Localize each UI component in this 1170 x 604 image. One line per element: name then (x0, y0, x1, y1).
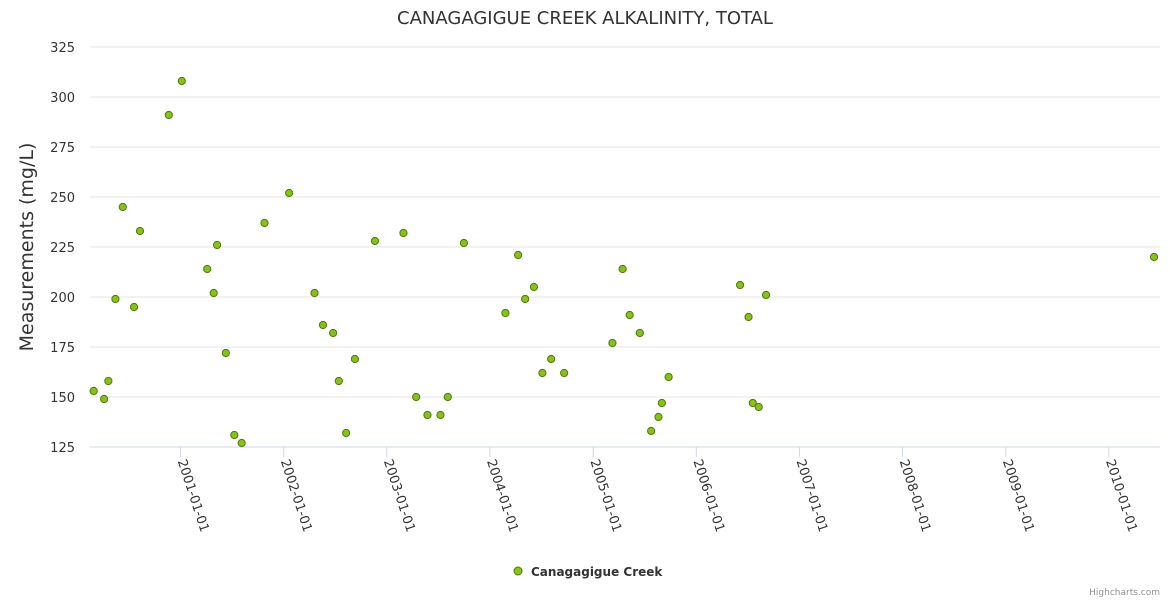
data-point[interactable] (111, 294, 120, 304)
data-point[interactable] (135, 226, 145, 236)
data-point[interactable] (501, 308, 510, 318)
data-point[interactable] (657, 398, 666, 408)
data-point[interactable] (118, 202, 127, 212)
series-points[interactable] (89, 76, 1159, 448)
data-point[interactable] (284, 188, 294, 198)
y-tick-label: 125 (50, 441, 75, 456)
x-tick-label: 2010-01-01 (1102, 458, 1140, 534)
y-axis-title: Measurements (mg/L) (16, 143, 38, 352)
data-point[interactable] (100, 394, 109, 404)
data-point[interactable] (529, 282, 539, 292)
data-point[interactable] (625, 310, 634, 320)
data-point[interactable] (89, 386, 98, 396)
data-point[interactable] (334, 376, 343, 386)
y-tick-label: 300 (50, 91, 75, 106)
y-tick-label: 225 (50, 241, 75, 256)
legend-item-canagagigue-creek[interactable]: Canagagigue Creek (531, 565, 663, 579)
data-point[interactable] (547, 354, 556, 364)
data-point[interactable] (443, 392, 452, 402)
y-tick-label: 175 (50, 341, 75, 356)
data-point[interactable] (104, 376, 113, 386)
data-point[interactable] (754, 402, 763, 412)
x-tick-label: 2008-01-01 (896, 458, 934, 534)
x-tick-label: 2001-01-01 (174, 458, 212, 534)
x-tick-label: 2007-01-01 (793, 458, 831, 534)
data-point[interactable] (318, 320, 328, 330)
data-point[interactable] (608, 338, 617, 348)
data-point[interactable] (654, 412, 663, 422)
x-tick-label: 2006-01-01 (690, 458, 728, 534)
data-point[interactable] (209, 288, 218, 298)
x-tick-label: 2002-01-01 (277, 458, 315, 534)
chart-title: CANAGAGIGUE CREEK ALKALINITY, TOTAL (397, 8, 773, 29)
x-tick-label: 2003-01-01 (380, 458, 418, 534)
data-point[interactable] (735, 280, 745, 290)
x-tick-label: 2004-01-01 (483, 458, 521, 534)
x-axis (90, 446, 1160, 457)
data-point[interactable] (203, 264, 212, 274)
y-tick-label: 250 (50, 191, 75, 206)
y-tick-label: 150 (50, 391, 75, 406)
x-axis-labels: 2001-01-01 2002-01-01 2003-01-01 2004-01-01… (174, 458, 1140, 534)
data-point[interactable] (310, 288, 319, 298)
data-point[interactable] (635, 328, 644, 338)
data-point[interactable] (129, 302, 139, 312)
data-point[interactable] (538, 368, 547, 378)
data-point[interactable] (212, 240, 222, 250)
data-point[interactable] (164, 110, 173, 120)
data-point[interactable] (260, 218, 269, 228)
data-point[interactable] (664, 372, 673, 382)
data-point[interactable] (560, 368, 569, 378)
data-point[interactable] (748, 398, 757, 408)
data-point[interactable] (514, 250, 523, 260)
data-point[interactable] (177, 76, 186, 86)
data-point[interactable] (342, 428, 351, 438)
data-point[interactable] (1149, 252, 1159, 262)
x-tick-label: 2009-01-01 (999, 458, 1037, 534)
data-point[interactable] (329, 328, 338, 338)
y-axis-labels: 125 150 175 200 225 250 275 300 325 (50, 41, 75, 456)
legend[interactable]: Canagagigue Creek (513, 565, 663, 579)
data-point[interactable] (761, 290, 771, 300)
y-tick-label: 275 (50, 141, 75, 156)
data-point[interactable] (647, 426, 656, 436)
data-point[interactable] (412, 392, 421, 402)
data-point[interactable] (237, 438, 246, 448)
data-point[interactable] (618, 264, 627, 274)
legend-marker (513, 566, 523, 576)
data-point[interactable] (436, 410, 445, 420)
data-point[interactable] (230, 430, 239, 440)
x-tick-label: 2005-01-01 (586, 458, 624, 534)
data-point[interactable] (221, 348, 230, 358)
data-point[interactable] (423, 410, 432, 420)
data-point[interactable] (350, 354, 359, 364)
data-point[interactable] (521, 294, 530, 304)
data-point[interactable] (744, 312, 753, 322)
y-tick-label: 325 (50, 41, 75, 56)
y-tick-label: 200 (50, 291, 75, 306)
credits-link[interactable]: Highcharts.com (1089, 588, 1160, 598)
data-point[interactable] (399, 228, 408, 238)
data-point[interactable] (370, 236, 380, 246)
data-point[interactable] (459, 238, 468, 248)
grid-lines (90, 46, 1160, 398)
